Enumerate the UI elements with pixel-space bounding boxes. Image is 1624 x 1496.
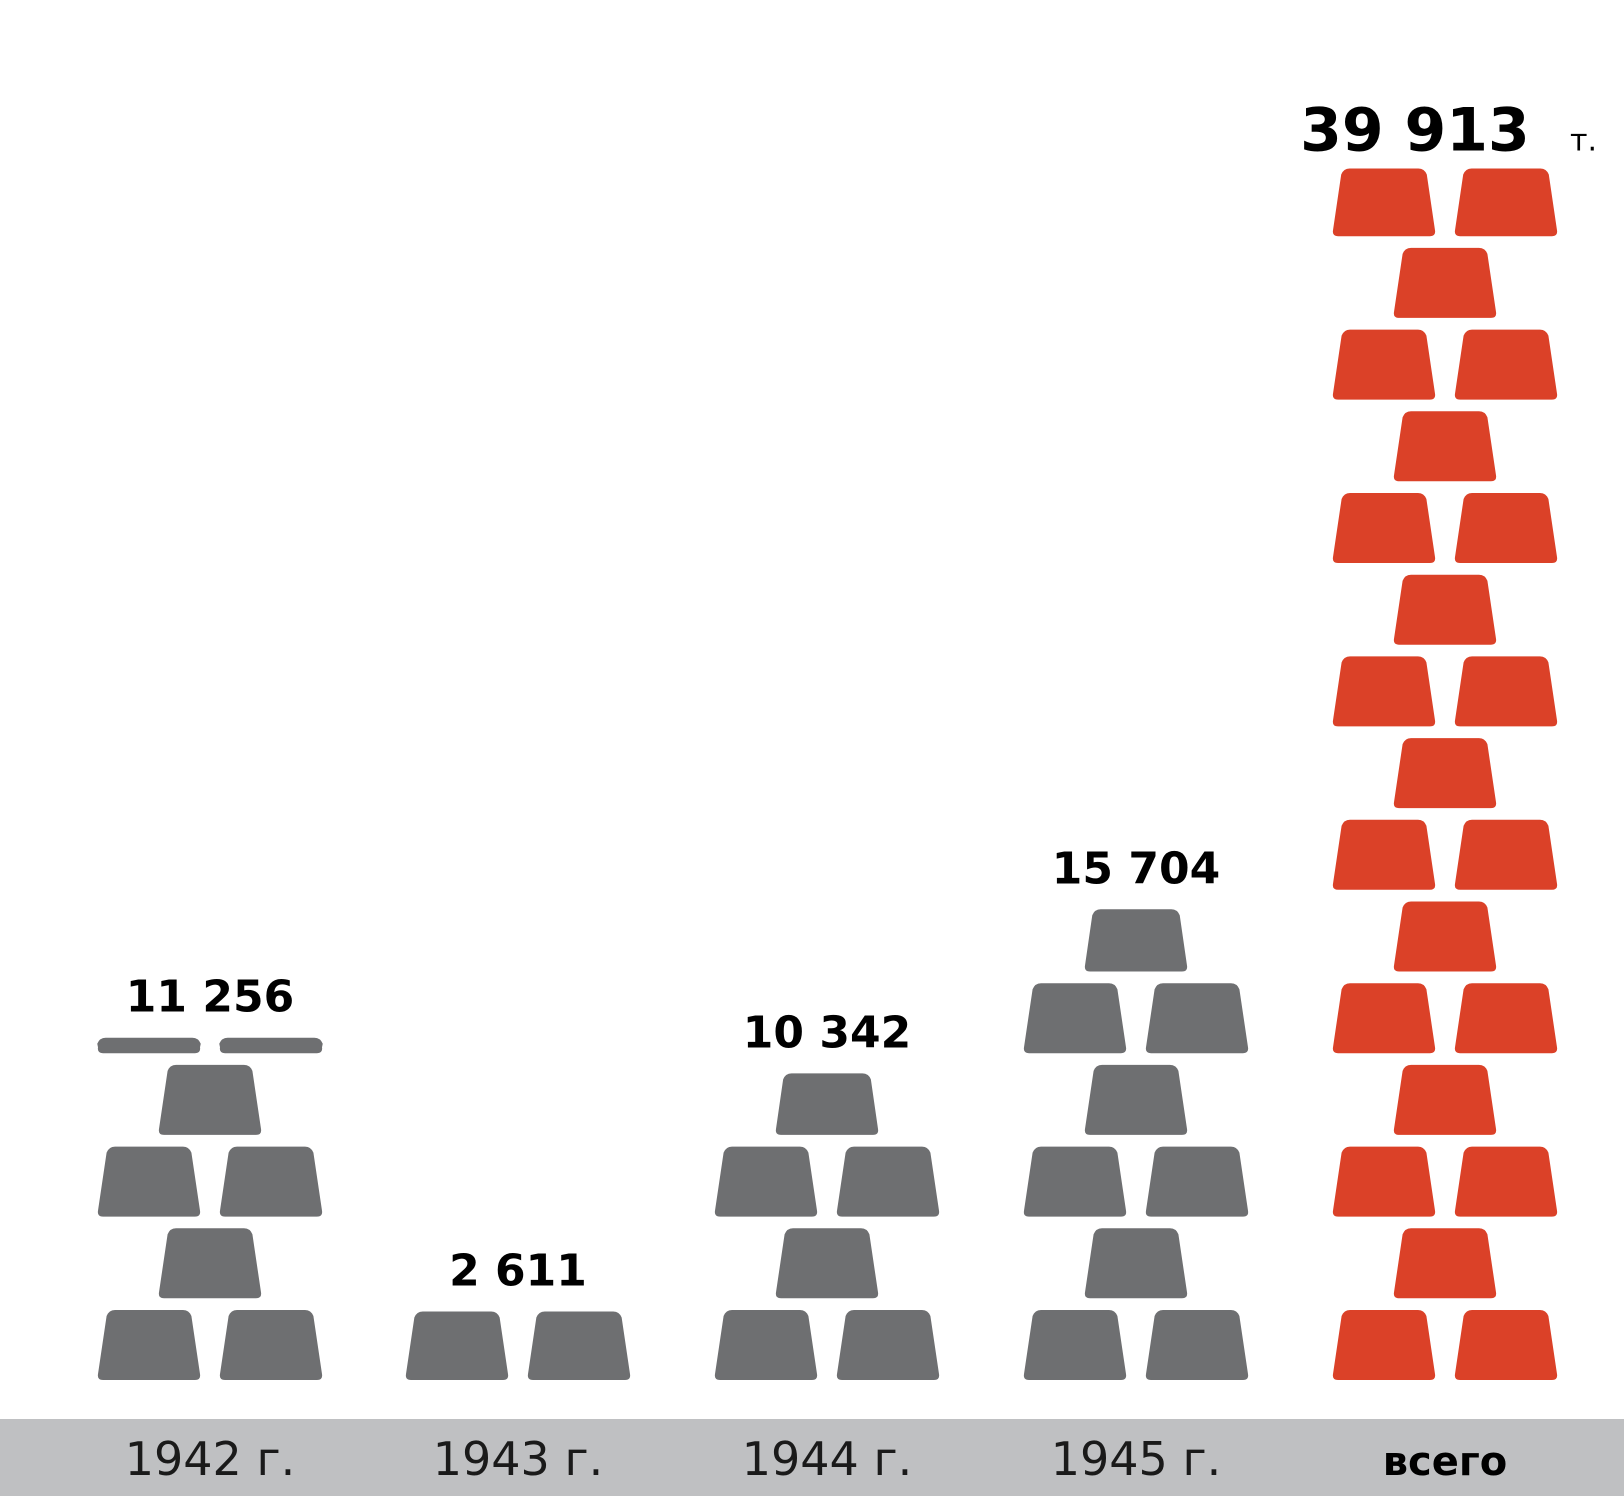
unit-label: т. [1570, 123, 1597, 158]
gold-bar-partial-icon [527, 1311, 631, 1380]
gold-bar-icon [97, 1310, 201, 1380]
gold-bar-icon [1393, 247, 1497, 318]
gold-bar-icon [1454, 1310, 1558, 1380]
bar-2 [405, 1311, 631, 1380]
bars-layer [97, 168, 1558, 1380]
gold-bar-icon [714, 1310, 818, 1380]
category-label: 1943 г. [433, 1432, 603, 1486]
gold-bar-icon [1454, 329, 1558, 400]
gold-bar-icon [1084, 1228, 1188, 1299]
gold-bar-icon [775, 1228, 879, 1299]
gold-bar-icon [1393, 738, 1497, 809]
labels-layer: 11 256 2 611 10 342 15 704 39 913 т. 1942 г. 19… [125, 95, 1597, 1486]
gold-bar-icon [1332, 1146, 1436, 1217]
gold-bar-icon [219, 1146, 323, 1217]
gold-bar-icon [1332, 329, 1436, 400]
gold-bar-icon [1454, 493, 1558, 563]
gold-bar-icon [1145, 1310, 1249, 1380]
gold-bar-partial-icon [1084, 909, 1188, 972]
category-label: 1944 г. [742, 1432, 912, 1486]
gold-bar-icon [1393, 411, 1497, 482]
category-label: всего [1383, 1439, 1508, 1485]
gold-bar-icon [1332, 819, 1436, 890]
bar-4 [1023, 909, 1249, 1380]
gold-bar-icon [1454, 656, 1558, 727]
gold-bar-icon [158, 1228, 262, 1299]
gold-bar-icon [1332, 983, 1436, 1054]
gold-bar-icon [1393, 901, 1497, 972]
value-label: 2 611 [449, 1245, 587, 1296]
gold-bar-icon [1023, 983, 1127, 1054]
gold-bar-icon [1393, 1064, 1497, 1135]
gold-bar-partial-icon [1332, 168, 1436, 237]
gold-bar-icon [1084, 1064, 1188, 1135]
bar-5 [1332, 168, 1558, 1380]
gold-bar-partial-icon [775, 1073, 879, 1135]
gold-bar-icon [836, 1310, 940, 1380]
gold-bar-icon [1454, 1146, 1558, 1217]
gold-bar-icon [1393, 574, 1497, 645]
bar-1 [97, 1037, 323, 1380]
axis-base-band [0, 1419, 1624, 1496]
gold-bar-icon [714, 1146, 818, 1217]
gold-bar-icon [97, 1146, 201, 1217]
category-label: 1945 г. [1051, 1432, 1221, 1486]
gold-bar-icon [1332, 656, 1436, 727]
gold-bar-icon [1145, 1146, 1249, 1217]
gold-bar-icon [1454, 983, 1558, 1054]
value-label: 39 913 [1300, 95, 1530, 165]
gold-bar-partial-icon [1454, 168, 1558, 237]
gold-bar-icon [1393, 1228, 1497, 1299]
gold-bar-icon [1454, 819, 1558, 890]
gold-bar-icon [1332, 493, 1436, 563]
gold-bar-partial-icon [405, 1311, 509, 1380]
gold-bar-icon [1145, 983, 1249, 1054]
gold-bar-icon [219, 1310, 323, 1380]
gold-bar-partial-icon [219, 1037, 323, 1054]
category-label: 1942 г. [125, 1432, 295, 1486]
gold-bar-icon [1023, 1310, 1127, 1380]
bar-3 [714, 1073, 940, 1380]
gold-bar-icon [1332, 1310, 1436, 1380]
value-label: 11 256 [126, 972, 294, 1023]
gold-bar-icon [1023, 1146, 1127, 1217]
gold-bar-icon [158, 1064, 262, 1135]
value-label: 10 342 [743, 1007, 911, 1058]
gold-bar-partial-icon [97, 1037, 201, 1054]
gold-bar-icon [836, 1146, 940, 1217]
value-label: 15 704 [1052, 843, 1220, 894]
